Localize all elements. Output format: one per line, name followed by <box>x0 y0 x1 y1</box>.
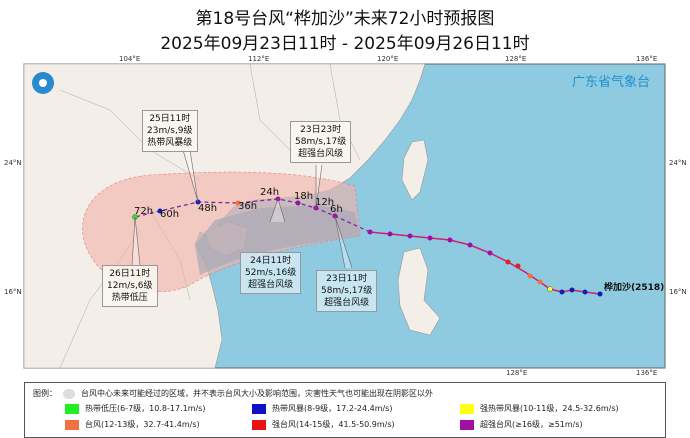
legend-swatch <box>460 419 474 430</box>
forecast-label-18h: 18h <box>294 191 314 202</box>
agency-logo-text: 广东省气象台 <box>572 75 651 90</box>
legend-item: 强台风(14-15级，41.5-50.9m/s) <box>252 419 395 430</box>
annotation-wind: 23m/s,9级 <box>147 126 193 136</box>
annotation-time: 26日11时 <box>109 269 151 279</box>
lon-tick: 128°E <box>505 55 527 63</box>
typhoon-name-label: 桦加沙(2518) <box>604 283 665 293</box>
legend-item: 热带低压(6-7级，10.8-17.1m/s) <box>65 403 205 414</box>
legend: 图例： 台风中心未来可能经过的区域，并不表示台风大小及影响范围，灾害性天气也可能… <box>24 382 666 438</box>
legend-cone-row: 图例： 台风中心未来可能经过的区域，并不表示台风大小及影响范围，灾害性天气也可能… <box>33 388 433 399</box>
lon-tick: 112°E <box>248 55 270 63</box>
forecast-cone-gray <box>195 205 360 275</box>
forecast-label-60h: 60h <box>160 209 180 220</box>
forecast-label-72h: 72h <box>134 206 154 217</box>
forecast-label-12h: 12h <box>315 197 335 208</box>
annotation-time: 25日11时 <box>149 114 191 124</box>
lon-tick: 120°E <box>377 55 399 63</box>
legend-label: 强台风(14-15级，41.5-50.9m/s) <box>272 420 395 429</box>
legend-item: 台风(12-13级，32.7-41.4m/s) <box>65 419 200 430</box>
annotation-23d11h: 23日11时 58m/s,17级 超强台风级 <box>316 270 378 312</box>
annotation-wind: 52m/s,16级 <box>245 268 297 278</box>
annotation-wind: 58m/s,17级 <box>321 286 373 296</box>
legend-swatch <box>252 403 266 414</box>
lat-tick: 16°N <box>4 288 22 296</box>
annotation-level: 超强台风级 <box>248 280 294 290</box>
annotation-26d11h: 26日11时 12m/s,6级 热带低压 <box>102 265 158 307</box>
borders <box>59 63 361 369</box>
annotation-level: 超强台风级 <box>324 298 370 308</box>
map-title: 第18号台风“桦加沙”未来72小时预报图 <box>195 9 495 29</box>
annotation-time: 23日23时 <box>300 125 342 135</box>
legend-swatch <box>460 403 474 414</box>
annotation-23d23h: 23日23时 58m/s,17级 超强台风级 <box>290 121 352 163</box>
observed-points <box>367 229 603 297</box>
legend-swatch <box>65 419 79 430</box>
annotation-time: 24日11时 <box>250 256 292 266</box>
forecast-label-48h: 48h <box>198 203 218 214</box>
forecast-label-24h: 24h <box>260 187 280 198</box>
lat-tick: 16°N <box>669 288 687 296</box>
annotation-level: 超强台风级 <box>298 149 344 159</box>
legend-cone-note: 台风中心未来可能经过的区域，并不表示台风大小及影响范围，灾害性天气也可能出现在阴… <box>81 389 433 398</box>
legend-swatch <box>65 403 79 414</box>
legend-item: 超强台风(≥16级，≥51m/s) <box>460 419 583 430</box>
legend-title: 图例： <box>33 389 57 398</box>
map-subtitle: 2025年09月23日11时 - 2025年09月26日11时 <box>160 34 530 54</box>
taiwan-island <box>401 139 429 201</box>
forecast-label-6h: 6h <box>330 204 343 215</box>
annotation-24d11h: 24日11时 52m/s,16级 超强台风级 <box>240 252 302 294</box>
annotation-leaders <box>131 149 353 269</box>
lon-tick: 104°E <box>119 55 141 63</box>
lon-tick: 136°E <box>636 55 658 63</box>
legend-label: 台风(12-13级，32.7-41.4m/s) <box>85 420 200 429</box>
lat-tick: 24°N <box>4 159 22 167</box>
legend-item: 热带风暴(8-9级，17.2-24.4m/s) <box>252 403 392 414</box>
forecast-label-36h: 36h <box>238 201 258 212</box>
lon-tick: 136°E <box>636 369 658 377</box>
typhoon-logo-icon <box>32 72 54 94</box>
annotation-time: 23日11时 <box>326 274 368 284</box>
legend-item: 强热带风暴(10-11级，24.5-32.6m/s) <box>460 403 619 414</box>
annotation-25d11h: 25日11时 23m/s,9级 热带风暴级 <box>142 110 198 152</box>
legend-swatch <box>252 419 266 430</box>
lat-tick: 24°N <box>669 159 687 167</box>
annotation-level: 热带风暴级 <box>147 138 193 148</box>
annotation-wind: 12m/s,6级 <box>107 281 153 291</box>
luzon-island <box>397 247 441 336</box>
legend-label: 超强台风(≥16级，≥51m/s) <box>480 420 583 429</box>
legend-label: 热带低压(6-7级，10.8-17.1m/s) <box>85 404 206 413</box>
annotation-level: 热带低压 <box>111 293 148 303</box>
cone-swatch-icon <box>63 388 75 399</box>
annotation-wind: 58m/s,17级 <box>295 137 347 147</box>
legend-label: 强热带风暴(10-11级，24.5-32.6m/s) <box>480 404 619 413</box>
lon-tick: 128°E <box>506 369 528 377</box>
legend-label: 热带风暴(8-9级，17.2-24.4m/s) <box>272 404 393 413</box>
